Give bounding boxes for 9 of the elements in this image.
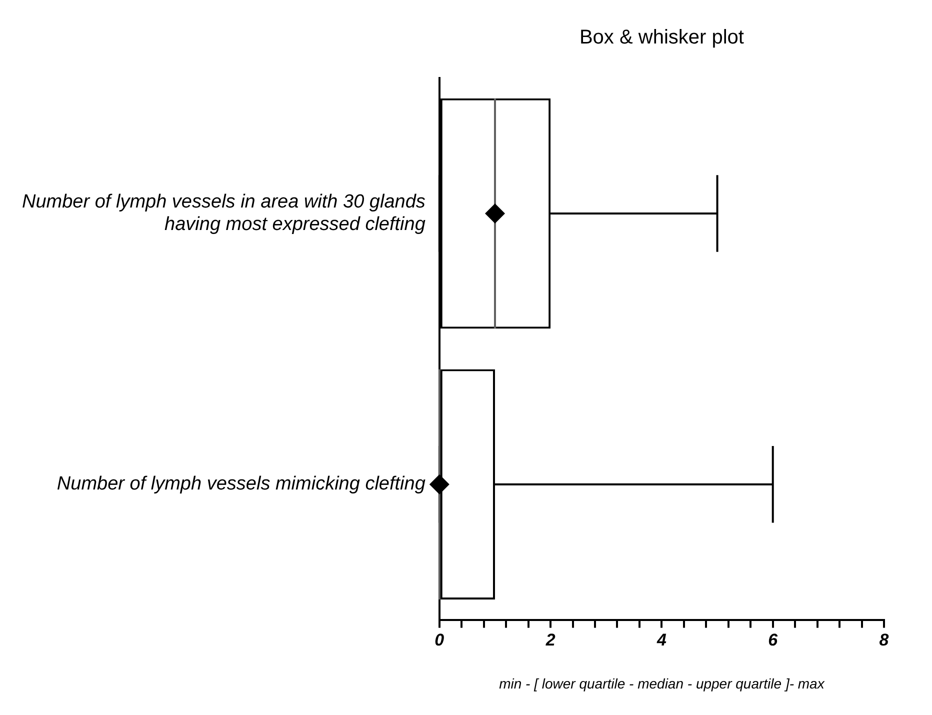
y-tick-label: Number of lymph vessels mimicking clefting [56,474,426,495]
x-axis-title: min - [ lower quartile - median - upper quartile ]- max [499,675,826,692]
x-tick-label: 6 [768,630,778,650]
x-tick-label: 2 [544,630,556,650]
chart-title: Box & whisker plot [579,26,744,49]
x-tick-label: 0 [434,630,445,650]
x-tick-label: 8 [879,630,890,650]
x-tick-label: 4 [656,630,667,650]
y-tick-label: Number of lymph vessels in area with 30 glands having most expressed clefting [22,191,426,236]
